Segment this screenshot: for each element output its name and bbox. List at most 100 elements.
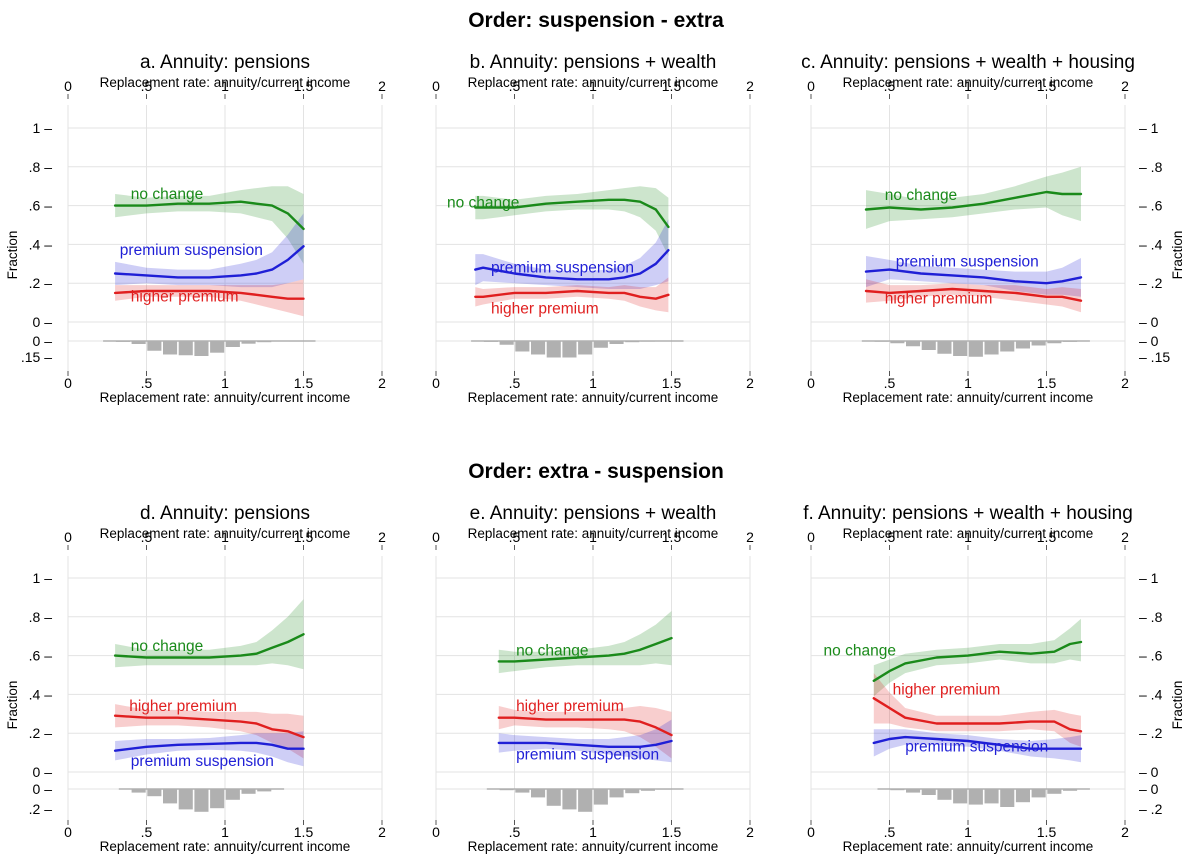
histogram-bar (1047, 341, 1062, 344)
y-tick-label: 0 – (33, 314, 53, 330)
histogram-bar (890, 341, 905, 344)
x-tick-label-top: .5 (884, 78, 896, 94)
x-tick-label-top: 1 (964, 529, 972, 545)
x-tick-label-bottom: 1 (221, 824, 229, 840)
hist-tick-label: – 0 (1139, 781, 1159, 797)
histogram-bar (163, 789, 178, 804)
x-tick-label-bottom: 1 (589, 375, 597, 391)
histogram-bar (131, 341, 146, 344)
series-line-no-change (864, 190, 1083, 211)
histogram-bar (562, 341, 577, 358)
series-label-no-change: no change (824, 643, 896, 660)
x-tick-label-top: 0 (64, 529, 72, 545)
histogram-bar (483, 341, 498, 342)
panel-e: e. Annuity: pensions + wealth Replacement… (432, 503, 754, 854)
bottom-axis-label: Replacement rate: annuity/current income (468, 390, 719, 405)
histogram-bar (593, 789, 608, 805)
x-tick-label-bottom: 1 (589, 824, 597, 840)
x-tick-label-top: 1 (221, 529, 229, 545)
y-tick-label: .6 – (29, 198, 53, 214)
series-label-higher-premium: higher premium (129, 698, 237, 715)
x-tick-label-bottom: .5 (884, 375, 896, 391)
histogram-bar (257, 789, 272, 792)
top-axis-label: Replacement rate: annuity/current income (100, 75, 351, 90)
x-tick-label-bottom: 0 (807, 375, 815, 391)
top-axis-label: Replacement rate: annuity/current income (843, 526, 1094, 541)
y-tick-label: – 1 (1139, 120, 1159, 136)
histogram-bar (499, 789, 514, 791)
x-tick-label-bottom: 1.5 (1037, 824, 1057, 840)
x-tick-label-top: 0 (432, 78, 440, 94)
histogram-bar (194, 341, 209, 356)
series-label-no-change: no change (885, 187, 957, 204)
x-tick-label-top: 1.5 (294, 78, 314, 94)
x-tick-label-bottom: 1 (964, 375, 972, 391)
histogram-bar (499, 341, 514, 345)
x-tick-label-bottom: .5 (141, 824, 153, 840)
panel-a: a. Annuity: pensions Replacement rate: an… (5, 52, 386, 405)
series-line-premium-suspension (497, 739, 673, 748)
bottom-axis-label: Replacement rate: annuity/current income (843, 390, 1094, 405)
histogram-bar (906, 341, 921, 347)
histogram-bar (1031, 789, 1046, 798)
series-line-higher-premium (864, 287, 1083, 302)
hist-tick-label: 0 – (33, 781, 53, 797)
x-tick-label-bottom: 1 (964, 824, 972, 840)
x-tick-label-bottom: 1.5 (294, 375, 314, 391)
histogram-bar (531, 789, 546, 798)
panel-title: a. Annuity: pensions (140, 52, 310, 73)
x-tick-label-top: 2 (378, 78, 386, 94)
y-tick-label: – 1 (1139, 570, 1159, 586)
confidence-band-higher-premium (866, 279, 1081, 313)
histogram-bar (225, 789, 240, 800)
series-label-premium-suspension: premium suspension (491, 260, 634, 277)
x-tick-label-bottom: 1.5 (662, 824, 682, 840)
histogram-bar (1047, 789, 1062, 794)
histogram-bar (874, 341, 889, 342)
panel-c: c. Annuity: pensions + wealth + housing R… (801, 52, 1185, 405)
histogram-bar (937, 341, 952, 354)
histogram-bar (921, 789, 936, 795)
confidence-band-no-change (866, 166, 1081, 229)
x-tick-label-top: 1.5 (294, 529, 314, 545)
x-tick-label-top: 2 (1121, 529, 1129, 545)
histogram-bar (241, 789, 256, 794)
x-tick-label-top: .5 (884, 529, 896, 545)
series-line-higher-premium (474, 289, 670, 300)
series-label-premium-suspension: premium suspension (516, 746, 659, 763)
x-tick-label-top: 2 (378, 529, 386, 545)
histogram-bar (625, 789, 640, 794)
x-tick-label-bottom: 2 (746, 375, 754, 391)
series-label-no-change: no change (516, 643, 588, 660)
series-label-higher-premium: higher premium (131, 289, 239, 306)
x-tick-label-bottom: 0 (807, 824, 815, 840)
x-tick-label-bottom: 2 (1121, 375, 1129, 391)
row-title-top: Order: suspension - extra (468, 9, 724, 32)
histogram-bar (147, 341, 162, 351)
histogram-bar (609, 789, 624, 798)
top-axis-label: Replacement rate: annuity/current income (100, 526, 351, 541)
histogram-bar (1000, 789, 1015, 807)
x-tick-label-top: 1 (964, 78, 972, 94)
y-tick-label: – .8 (1139, 159, 1163, 175)
x-tick-label-bottom: 1.5 (662, 375, 682, 391)
y-axis-label: Fraction (5, 681, 20, 730)
x-tick-label-bottom: .5 (509, 375, 521, 391)
histogram-bar (1015, 341, 1030, 349)
histogram-bar (640, 789, 655, 791)
series-label-higher-premium: higher premium (893, 681, 1001, 698)
x-tick-label-bottom: 0 (64, 824, 72, 840)
series-label-higher-premium: higher premium (885, 291, 993, 308)
series-line-premium-suspension (113, 245, 305, 279)
histogram-bar (640, 341, 655, 342)
y-tick-label: .2 – (29, 725, 53, 741)
x-tick-label-bottom: .5 (884, 824, 896, 840)
x-tick-label-top: .5 (141, 529, 153, 545)
confidence-band-higher-premium (115, 279, 304, 317)
x-tick-label-top: 0 (432, 529, 440, 545)
x-tick-label-top: 1.5 (662, 78, 682, 94)
y-tick-label: – .4 (1139, 686, 1163, 702)
series-line-higher-premium (497, 716, 673, 737)
series-label-higher-premium: higher premium (516, 698, 624, 715)
y-tick-label: 1 – (33, 570, 53, 586)
